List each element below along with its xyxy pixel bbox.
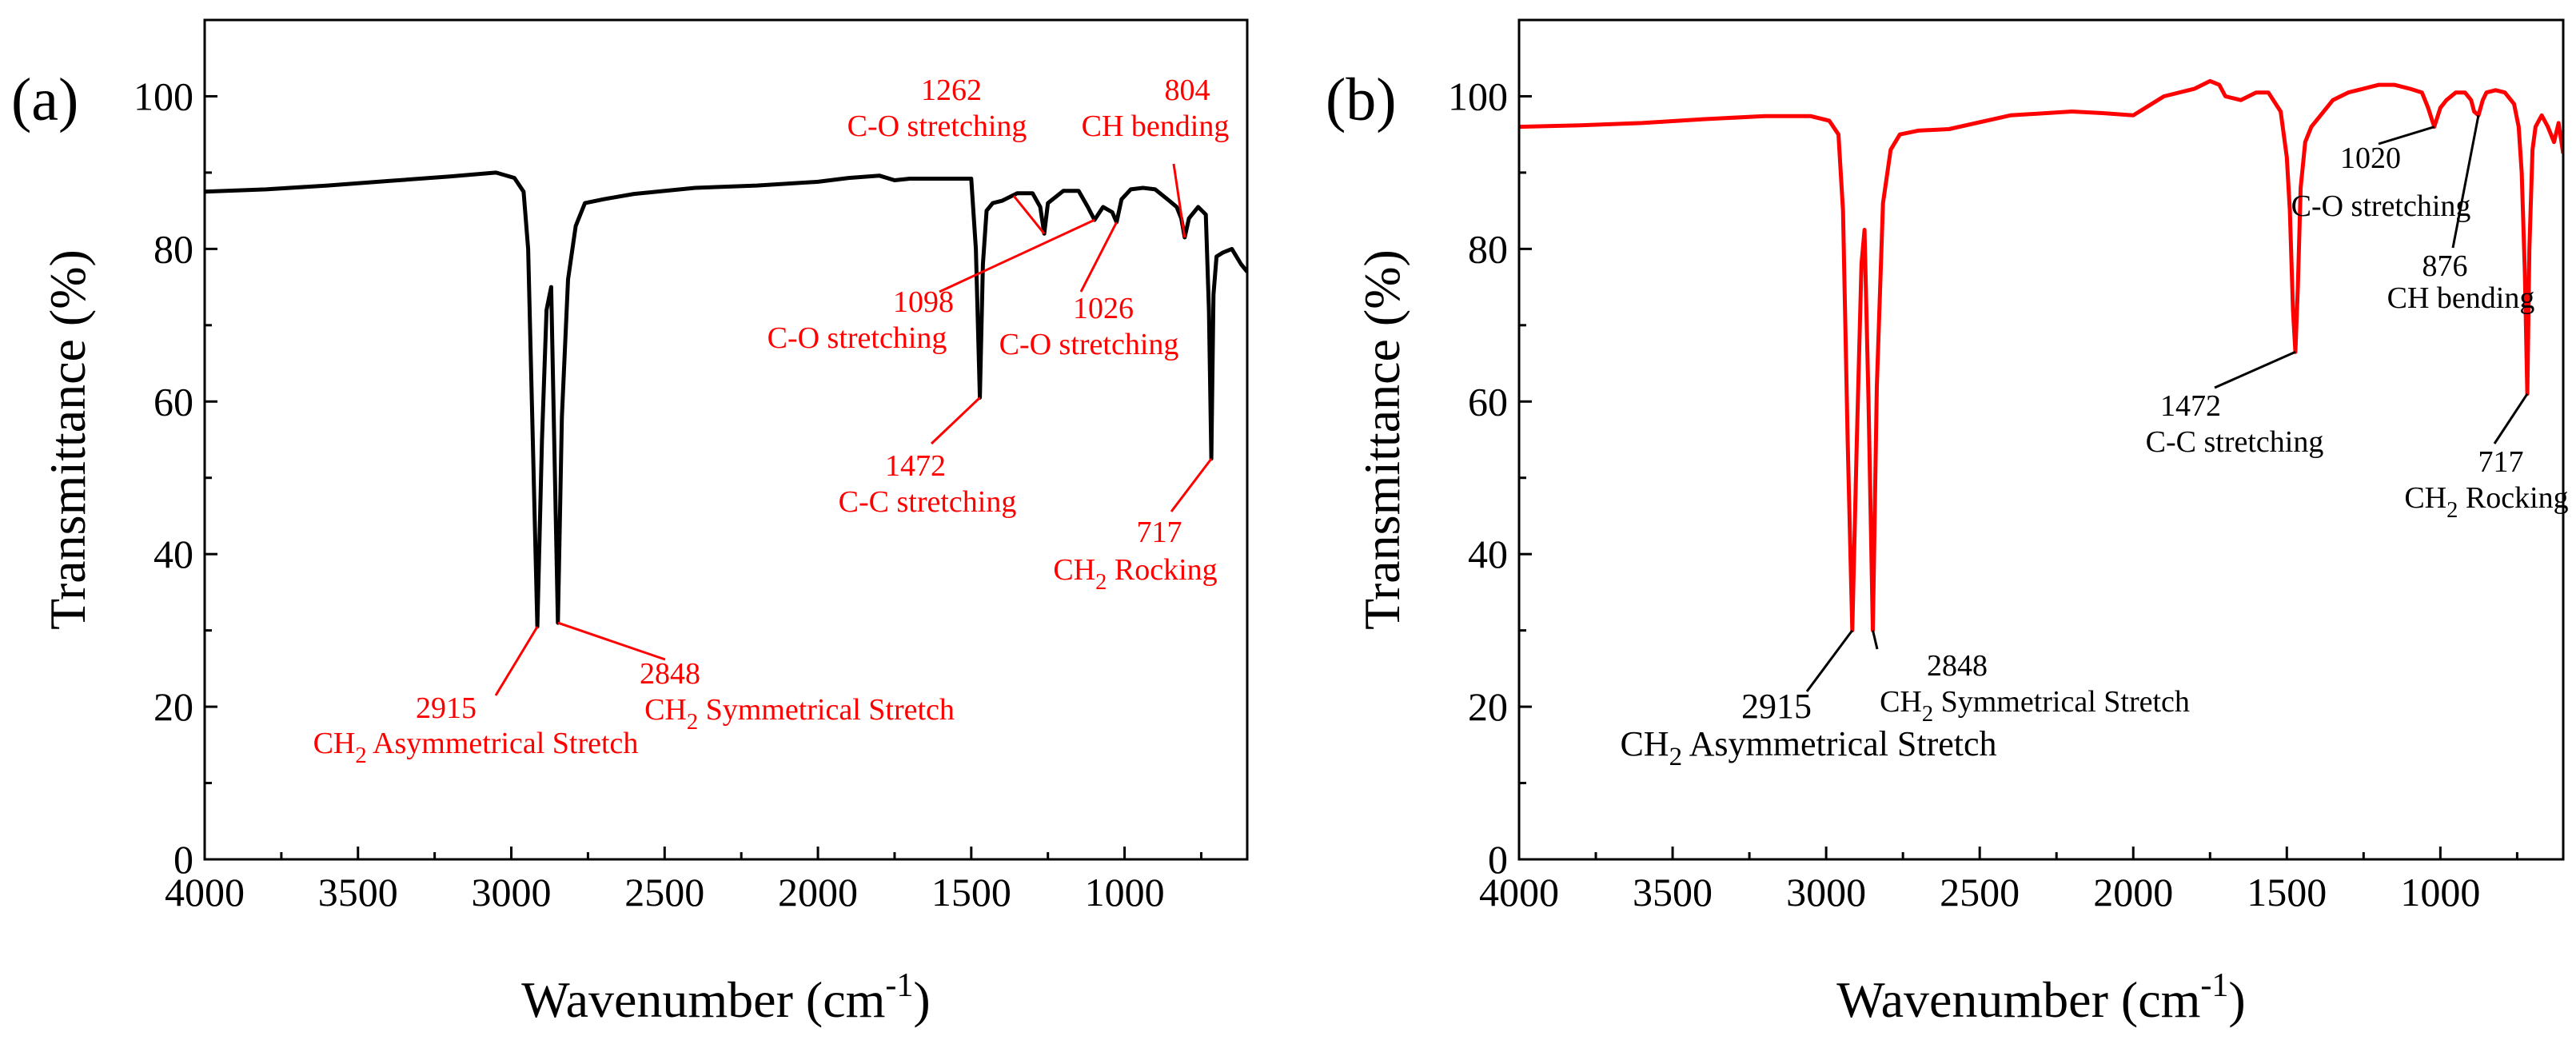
annotation-number: 1262 bbox=[921, 74, 982, 107]
annotation-leader-line bbox=[2493, 392, 2529, 444]
annotation-number: 1020 bbox=[2340, 141, 2401, 175]
annotation-label: CH bending bbox=[1082, 110, 1230, 143]
x-tick-label: 4000 bbox=[1479, 870, 1559, 914]
x-tick-label: 4000 bbox=[165, 870, 245, 914]
x-axis-title: Wavenumber (cm-1) bbox=[521, 967, 930, 1028]
annotation-leader-line bbox=[930, 396, 981, 445]
y-axis-title: Transmittance (%) bbox=[1354, 249, 1410, 630]
annotation-leader-line bbox=[494, 626, 539, 696]
annotation-label: C-C stretching bbox=[2146, 425, 2324, 459]
annotation-leader-line bbox=[1012, 195, 1046, 235]
x-tick-label: 3500 bbox=[1633, 870, 1713, 914]
x-tick-label: 1000 bbox=[2400, 870, 2480, 914]
y-tick-label: 100 bbox=[134, 74, 193, 118]
y-tick-label: 0 bbox=[1488, 837, 1508, 882]
annotation-number: 804 bbox=[1165, 74, 1210, 107]
annotation-number: 2915 bbox=[1741, 687, 1812, 726]
y-tick-label: 60 bbox=[154, 379, 193, 424]
x-tick-label: 3000 bbox=[472, 870, 552, 914]
annotation-number: 876 bbox=[2422, 249, 2468, 283]
y-tick-label: 80 bbox=[1468, 226, 1508, 271]
y-tick-label: 20 bbox=[1468, 684, 1508, 729]
x-tick-label: 1500 bbox=[931, 870, 1011, 914]
annotation-leader-line bbox=[1170, 457, 1213, 512]
annotation-label: CH bending bbox=[2387, 281, 2535, 315]
peak-annotation-1020: 1020 C-O stretching bbox=[2291, 126, 2471, 223]
annotation-number: 1098 bbox=[893, 285, 954, 319]
annotation-number: 2848 bbox=[640, 657, 700, 691]
annotation-leader-line bbox=[1172, 163, 1186, 238]
plot-frame bbox=[1517, 18, 2565, 861]
x-tick-label: 2500 bbox=[624, 870, 704, 914]
annotation-label: C-O stretching bbox=[2291, 189, 2471, 223]
y-axis-title: Transmittance (%) bbox=[39, 249, 96, 630]
x-axis-title: Wavenumber (cm-1) bbox=[1836, 967, 2245, 1028]
annotation-number: 2915 bbox=[416, 691, 477, 725]
chart-panel-b: 4000 3500 3000 2500 2000 1500 1000 0 20 40 60 80 100… bbox=[1326, 18, 2569, 1028]
annotation-leader-line bbox=[2378, 126, 2435, 145]
x-tick-label: 1000 bbox=[1085, 870, 1165, 914]
x-tick-label: 1500 bbox=[2247, 870, 2327, 914]
x-axis-title-superscript: -1 bbox=[885, 967, 913, 1004]
panel-label: (b) bbox=[1326, 66, 1397, 133]
annotation-label: C-O stretching bbox=[999, 328, 1179, 361]
annotation-label: C-C stretching bbox=[839, 485, 1017, 519]
y-tick-label: 40 bbox=[154, 532, 193, 576]
annotation-leader-line bbox=[2451, 115, 2480, 249]
y-tick-label: 60 bbox=[1468, 379, 1508, 424]
annotation-number: 1472 bbox=[2160, 389, 2221, 423]
annotation-number: 717 bbox=[1137, 516, 1182, 549]
annotation-leader-line bbox=[939, 218, 1095, 293]
y-tick-label: 80 bbox=[154, 226, 193, 271]
x-tick-label: 2000 bbox=[778, 870, 858, 914]
panel-label: (a) bbox=[11, 66, 78, 133]
x-tick-label: 3000 bbox=[1786, 870, 1866, 914]
plot-frame bbox=[203, 18, 1249, 861]
x-tick-label: 2000 bbox=[2093, 870, 2173, 914]
annotation-leader-line bbox=[1079, 221, 1118, 293]
x-tick-label: 3500 bbox=[318, 870, 398, 914]
x-tick-label: 2500 bbox=[1940, 870, 2020, 914]
annotation-number: 1026 bbox=[1073, 292, 1134, 325]
annotation-label: C-O stretching bbox=[768, 321, 947, 355]
annotation-label: C-O stretching bbox=[847, 110, 1027, 143]
annotation-leader-line bbox=[1872, 630, 1879, 650]
y-tick-label: 100 bbox=[1448, 74, 1508, 118]
annotation-leader-line bbox=[2214, 350, 2296, 389]
annotation-number: 1472 bbox=[885, 449, 946, 483]
annotation-leader-line bbox=[557, 621, 666, 661]
annotation-number: 717 bbox=[2478, 445, 2524, 479]
chart-panel-a: 4000 3500 3000 2500 2000 1500 1000 0 20 40 60 80 100… bbox=[11, 18, 1249, 1028]
y-tick-label: 20 bbox=[154, 684, 193, 729]
y-tick-label: 40 bbox=[1468, 532, 1508, 576]
y-tick-label: 0 bbox=[173, 837, 193, 882]
x-axis-title-superscript: -1 bbox=[2200, 967, 2228, 1004]
annotation-leader-line bbox=[1805, 629, 1853, 692]
annotation-number: 2848 bbox=[1927, 649, 1988, 683]
